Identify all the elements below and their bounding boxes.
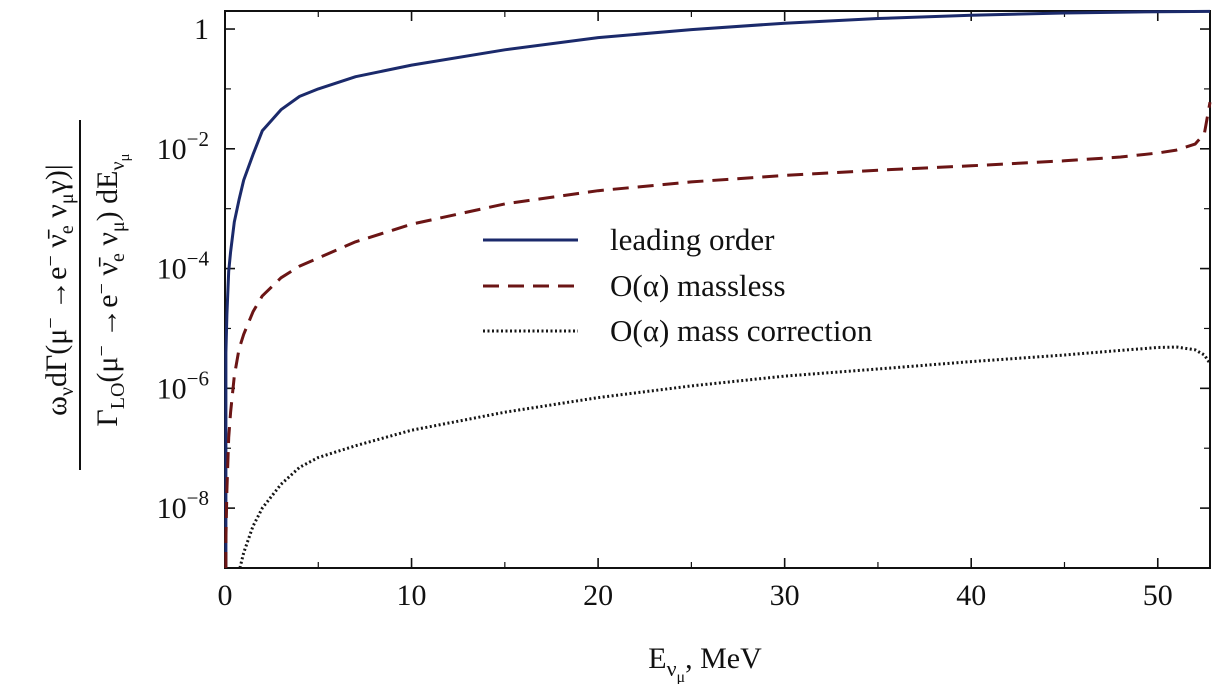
plot-frame	[224, 10, 1211, 569]
series-mass-correction	[238, 345, 1212, 569]
x-tick-label: 40	[956, 579, 986, 612]
y-tick-label: 1	[194, 13, 209, 46]
legend-label-mass-correction: O(α) mass correction	[610, 313, 873, 348]
series-leading-order	[224, 9, 1211, 568]
y-tick-label: 10−4	[157, 247, 210, 286]
y-tick-label: 10−8	[157, 486, 209, 525]
series-massless	[224, 101, 1212, 568]
x-tick-label: 0	[218, 579, 233, 612]
series-layer	[224, 9, 1212, 569]
x-tick-label: 10	[397, 579, 427, 612]
x-tick-label: 50	[1143, 579, 1173, 612]
ticks-layer: 0 10 20 30 40 50 1 10−2 10−4 10−6 10−8	[157, 11, 1210, 612]
y-axis-title-denominator: ΓLO(μ− →e− ν̄e νμ) dEνμ	[91, 153, 133, 426]
y-axis-title-numerator: ωνdΓ(μ− →e− ν̄e νμγ)|	[40, 164, 78, 416]
x-axis-title: Eνμ, MeV	[648, 642, 762, 684]
y-tick-label: 10−2	[157, 127, 209, 166]
y-tick-label: 10−6	[157, 366, 209, 405]
legend-label-leading-order: leading order	[610, 222, 775, 257]
x-tick-label: 30	[770, 579, 800, 612]
legend: leading order O(α) massless O(α) mass co…	[483, 222, 873, 348]
x-tick-label: 20	[583, 579, 613, 612]
y-axis-title: ωνdΓ(μ− →e− ν̄e νμγ)| ΓLO(μ− →e− ν̄e νμ)…	[40, 120, 133, 470]
legend-label-massless: O(α) massless	[610, 268, 786, 303]
